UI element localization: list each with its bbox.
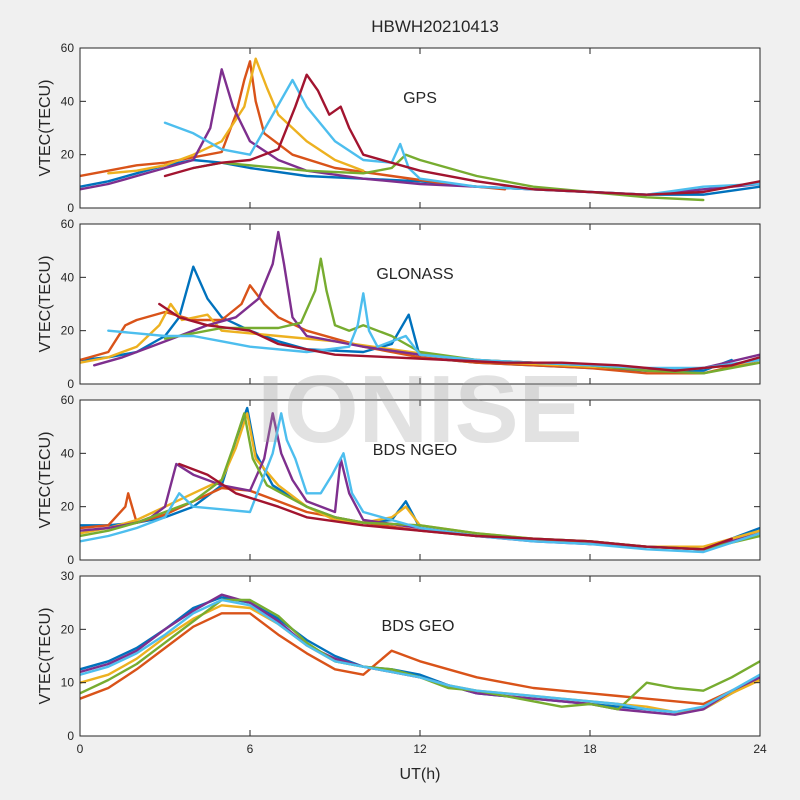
panel-title: GPS bbox=[403, 90, 437, 107]
y-tick-label: 40 bbox=[61, 270, 75, 284]
y-axis-label: VTEC(TECU) bbox=[37, 608, 54, 705]
x-tick-label: 6 bbox=[247, 742, 254, 756]
y-tick-label: 40 bbox=[61, 446, 75, 460]
x-axis-label: UT(h) bbox=[400, 766, 441, 783]
x-tick-label: 12 bbox=[413, 742, 427, 756]
x-tick-label: 0 bbox=[77, 742, 84, 756]
y-tick-label: 0 bbox=[67, 201, 74, 215]
x-tick-label: 24 bbox=[753, 742, 767, 756]
y-tick-label: 10 bbox=[61, 676, 75, 690]
panel-title: BDS GEO bbox=[382, 618, 455, 635]
y-tick-label: 20 bbox=[61, 148, 75, 162]
series-group bbox=[80, 406, 760, 554]
panel-glonass: 0 20 40 60 VTEC(TECU) GLONASS bbox=[37, 217, 761, 391]
y-tick-label: 20 bbox=[61, 324, 75, 338]
y-tick-label: 30 bbox=[61, 569, 75, 583]
y-tick-label: 60 bbox=[61, 217, 75, 231]
panel-gps: 0 20 40 60 VTEC(TECU) GPS bbox=[37, 41, 761, 215]
panel-title: BDS NGEO bbox=[373, 442, 457, 459]
x-tick-label: 18 bbox=[583, 742, 597, 756]
series-line-7 bbox=[163, 73, 760, 196]
series-group bbox=[80, 230, 760, 375]
panel-bds-ngeo: 0 20 40 60 VTEC(TECU) BDS NGEO bbox=[37, 393, 761, 567]
series-line-2 bbox=[80, 612, 760, 706]
series-group bbox=[80, 57, 760, 202]
y-tick-label: 60 bbox=[61, 41, 75, 55]
series-group bbox=[80, 593, 760, 716]
panel-title: GLONASS bbox=[376, 266, 453, 283]
y-tick-label: 0 bbox=[67, 729, 74, 743]
y-tick-label: 20 bbox=[61, 622, 75, 636]
y-axis-label: VTEC(TECU) bbox=[37, 80, 54, 177]
y-axis-label: VTEC(TECU) bbox=[37, 256, 54, 353]
series-line-2 bbox=[80, 60, 507, 191]
y-tick-label: 60 bbox=[61, 393, 75, 407]
figure-title: HBWH20210413 bbox=[371, 17, 499, 36]
series-line-3 bbox=[107, 57, 365, 175]
y-tick-label: 0 bbox=[67, 377, 74, 391]
series-line-6 bbox=[80, 598, 760, 714]
series-line-6 bbox=[107, 292, 760, 370]
watermark: IONISE bbox=[257, 356, 582, 463]
y-tick-label: 40 bbox=[61, 94, 75, 108]
series-line-7 bbox=[178, 462, 733, 551]
plot-area bbox=[80, 400, 760, 560]
y-tick-label: 20 bbox=[61, 500, 75, 514]
y-tick-label: 0 bbox=[67, 553, 74, 567]
y-axis-label: VTEC(TECU) bbox=[37, 432, 54, 529]
panel-bds-geo: 0 6 12 18 24 0 10 20 30 VTEC(TECU) BDS GEO bbox=[37, 569, 767, 756]
series-line-2 bbox=[80, 284, 760, 375]
series-line-7 bbox=[158, 302, 760, 372]
series-line-6 bbox=[80, 412, 760, 554]
